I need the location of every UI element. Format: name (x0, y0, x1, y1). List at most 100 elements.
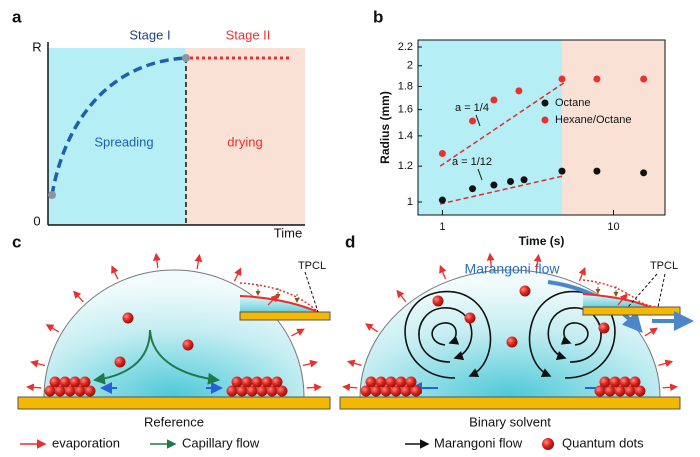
evaporation-arrow (617, 293, 628, 306)
quantum-dot (114, 356, 126, 368)
evaporation-arrow (30, 359, 46, 368)
data-point (593, 167, 601, 175)
quantum-dot (246, 385, 258, 397)
marangoni-loop (528, 290, 616, 379)
stage-2-region (186, 48, 305, 225)
quantum-dot (629, 376, 641, 388)
stage-2-region (561, 40, 665, 215)
marangoni-flow-label: Marangoni flow (465, 261, 561, 277)
y-tick-label: 2.2 (398, 41, 413, 53)
fit-line (439, 175, 563, 205)
evaporation-arrow (342, 383, 358, 392)
evaporation-arrow (486, 252, 495, 269)
evaporation-arrow (73, 290, 84, 303)
data-point (515, 87, 523, 95)
marangoni-loop (560, 322, 589, 346)
annotation-pointer (475, 114, 481, 127)
legend-marker (541, 116, 549, 124)
quantum-dot (251, 376, 263, 388)
tpcl-pointer (627, 273, 658, 308)
inset: TPCL (239, 260, 331, 321)
droplet (43, 269, 305, 398)
quantum-dot (64, 385, 76, 397)
quantum-dot (604, 385, 616, 397)
legend: evaporation Capillary flow Marangoni flo… (20, 435, 644, 450)
evaporation-arrow (267, 294, 279, 306)
evaporation-arrow (45, 324, 60, 333)
panel-a: a R 0 Time Stage I Stage II Spreading dr… (12, 7, 305, 240)
inset-liquid (583, 294, 650, 307)
start-point (48, 191, 56, 199)
quantum-dot (370, 385, 382, 397)
capillary-flow-arrow (149, 329, 220, 385)
panel-label: a (12, 7, 22, 26)
evaporation-arrow (533, 253, 542, 270)
legend-label: Capillary flow (182, 435, 260, 450)
y-axis-title: Radius (mm) (378, 91, 392, 164)
evaporation-arrow (364, 323, 378, 333)
evaporation-arrow (306, 383, 322, 392)
quantum-dot (266, 385, 278, 397)
final-profile (239, 295, 319, 313)
quantum-dot (241, 376, 253, 388)
quantum-dot (598, 322, 610, 334)
data-point (469, 117, 477, 125)
quantum-dot (609, 376, 621, 388)
quantum-dot (226, 385, 238, 397)
quantum-dot (619, 376, 631, 388)
quantum-dot (432, 295, 444, 307)
tpcl-pointer (304, 271, 319, 313)
inset-substrate (239, 311, 331, 321)
data-point (520, 176, 528, 184)
quantum-dot (231, 376, 243, 388)
data-point (438, 196, 446, 204)
inset-liquid (240, 296, 318, 312)
y-tick-label: 2 (407, 60, 413, 72)
data-point (593, 75, 601, 83)
evaporation-arrow (291, 328, 305, 337)
quantum-dot (464, 312, 476, 324)
vortex-right (528, 290, 616, 379)
evaporation-arrow (233, 267, 242, 282)
quantum-dot (54, 385, 66, 397)
data-point (490, 181, 498, 189)
substrate (17, 396, 331, 410)
quantum-dot (74, 385, 86, 397)
evaporation-arrow (26, 383, 42, 392)
panel-b: b 1 1.2 1.4 1.6 1.8 2 2.2 1 10 Time (s) Radius (mm… (373, 7, 666, 248)
quantum-dot (624, 385, 636, 397)
y-tick-label: 1.4 (398, 130, 413, 142)
quantum-dot (236, 385, 248, 397)
transition-point (182, 54, 190, 62)
quantum-dot (385, 376, 397, 388)
quantum-dot (261, 376, 273, 388)
inset: TPCL (582, 260, 694, 331)
data-point (558, 75, 566, 83)
stage-1-label: Stage I (129, 27, 170, 42)
initial-profile (582, 279, 661, 308)
quantum-dot (182, 339, 194, 351)
evaporation-arrow (194, 253, 203, 270)
data-point (640, 75, 648, 83)
tpcl-label: TPCL (650, 260, 678, 272)
plot-frame (417, 39, 666, 216)
marangoni-loop (418, 307, 473, 363)
data-point (469, 185, 477, 193)
spreading-curve (50, 56, 187, 196)
data-point (558, 167, 566, 175)
data-point (640, 169, 648, 177)
tpcl-label: TPCL (298, 260, 326, 272)
y-top-label: R (32, 39, 41, 54)
panel-d: d Marangoni flow Binary solvent TPCL (339, 232, 694, 429)
quantum-dot (400, 385, 412, 397)
legend-dot (542, 438, 554, 450)
x-axis-label: Time (274, 225, 302, 240)
y-tick-label: 1.6 (398, 104, 413, 116)
quantum-dot (360, 385, 372, 397)
fit-line (439, 81, 566, 167)
data-point (438, 149, 446, 157)
quantum-dot (256, 385, 268, 397)
tpcl-pointer (657, 273, 666, 308)
evaporation-arrow (302, 359, 318, 368)
